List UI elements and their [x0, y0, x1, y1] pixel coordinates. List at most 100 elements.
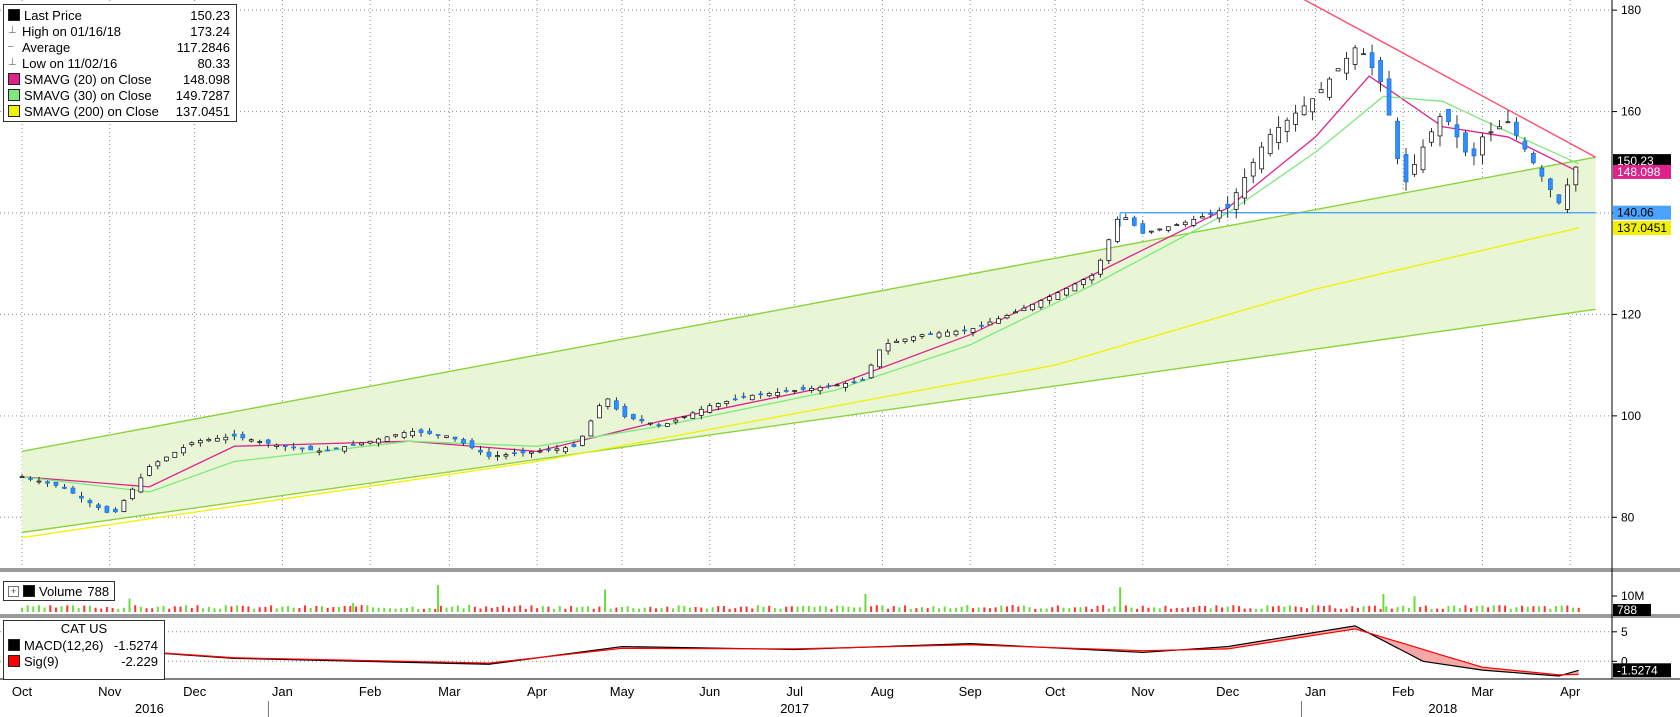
price-candle	[1293, 104, 1298, 132]
x-tick-label: May	[610, 684, 635, 699]
price-candle	[512, 448, 517, 457]
y-tick-label: 180	[1621, 3, 1641, 17]
price-candle	[605, 398, 611, 410]
y-tick-label: 120	[1621, 307, 1641, 321]
volume-bar	[405, 607, 408, 612]
volume-bar	[439, 605, 442, 612]
volume-bar	[366, 605, 369, 612]
volume-bar	[1283, 606, 1286, 612]
series-macd	[21, 625, 1579, 677]
price-candle	[384, 436, 390, 442]
trendline-channel-upper	[21, 156, 1596, 453]
price-candle	[325, 445, 331, 452]
volume-bar	[824, 606, 827, 612]
volume-bar	[1475, 606, 1478, 612]
x-tick-label: Jul	[786, 684, 803, 699]
macd-fill	[22, 625, 1579, 677]
volume-bar	[1198, 605, 1201, 612]
price-candle	[257, 439, 263, 445]
volume-bar	[1515, 607, 1518, 612]
volume-bar	[1498, 605, 1501, 612]
volume-bar	[949, 608, 952, 612]
legend-row: SMAVG (200) on Close 137.0451	[4, 103, 236, 119]
price-candle	[469, 438, 475, 450]
volume-bar	[343, 606, 346, 612]
volume-legend: + Volume 788	[3, 581, 115, 601]
volume-bar	[807, 606, 810, 612]
volume-bar	[1124, 605, 1127, 612]
price-candle	[580, 435, 585, 447]
price-candle	[1573, 166, 1579, 192]
volume-bar	[134, 605, 137, 612]
price-candle	[189, 441, 195, 447]
volume-bar	[654, 608, 657, 612]
volume-legend-value: 788	[87, 583, 110, 599]
volume-bar	[864, 594, 867, 612]
volume-bar	[437, 585, 440, 612]
volume-bar	[1385, 606, 1388, 612]
price-candle	[715, 402, 721, 411]
price-candle	[316, 447, 322, 456]
volume-bar	[400, 608, 403, 612]
y-tick-label: 100	[1621, 409, 1641, 423]
volume-bar	[836, 605, 839, 612]
price-candle	[393, 434, 398, 438]
volume-bar	[1339, 608, 1342, 612]
legend-name: SMAVG (30) on Close	[24, 87, 152, 103]
price-candle	[1157, 228, 1163, 232]
price-candle	[1463, 130, 1468, 157]
price-candle	[427, 428, 432, 435]
price-candle	[444, 435, 449, 439]
volume-bar	[830, 608, 833, 612]
volume-bar	[581, 606, 584, 612]
price-candle	[62, 484, 67, 490]
price-candle	[1131, 215, 1137, 227]
legend-name: Last Price	[24, 7, 82, 23]
volume-bar	[1141, 605, 1144, 612]
price-candle	[953, 329, 959, 337]
volume-bar	[1130, 607, 1133, 612]
price-candle	[401, 430, 407, 440]
volume-bar	[1158, 608, 1161, 612]
volume-bar	[632, 608, 635, 612]
price-candle	[1412, 154, 1417, 177]
price-candle	[936, 330, 942, 340]
volume-bar	[1011, 605, 1014, 612]
price-candle	[1267, 128, 1273, 157]
price-candle	[1055, 291, 1061, 300]
volume-bar	[100, 608, 103, 612]
expand-icon[interactable]: +	[8, 585, 19, 597]
x-tick-label: Apr	[527, 684, 548, 699]
price-candle	[614, 397, 619, 411]
volume-bar	[1368, 606, 1371, 612]
volume-bar	[1382, 594, 1385, 612]
price-candle	[809, 385, 815, 394]
volume-bar	[587, 606, 590, 612]
legend-value: 148.098	[183, 71, 230, 87]
volume-bar	[468, 605, 471, 612]
price-candle	[1081, 278, 1086, 289]
price-candle	[1208, 209, 1214, 218]
x-tick-label: Mar	[438, 684, 461, 699]
volume-bar	[960, 606, 963, 612]
price-candle	[707, 403, 713, 414]
price-candle	[1106, 238, 1112, 265]
volume-bar	[253, 608, 256, 612]
volume-bar	[677, 605, 680, 612]
volume-bar	[207, 606, 210, 612]
price-candle	[868, 363, 874, 379]
price-candle	[1259, 141, 1265, 174]
volume-bar	[490, 607, 493, 612]
volume-bar	[60, 606, 63, 612]
volume-bar	[1277, 605, 1280, 612]
volume-bar	[638, 608, 641, 612]
volume-bar	[54, 607, 57, 612]
x-tick-label: Oct	[12, 684, 33, 699]
volume-bar	[734, 608, 737, 612]
price-candle	[834, 383, 840, 387]
volume-bar	[1487, 607, 1490, 612]
volume-bar	[428, 607, 431, 612]
price-candle	[597, 403, 602, 419]
x-tick-label: Feb	[1392, 684, 1414, 699]
volume-bar	[309, 608, 312, 612]
